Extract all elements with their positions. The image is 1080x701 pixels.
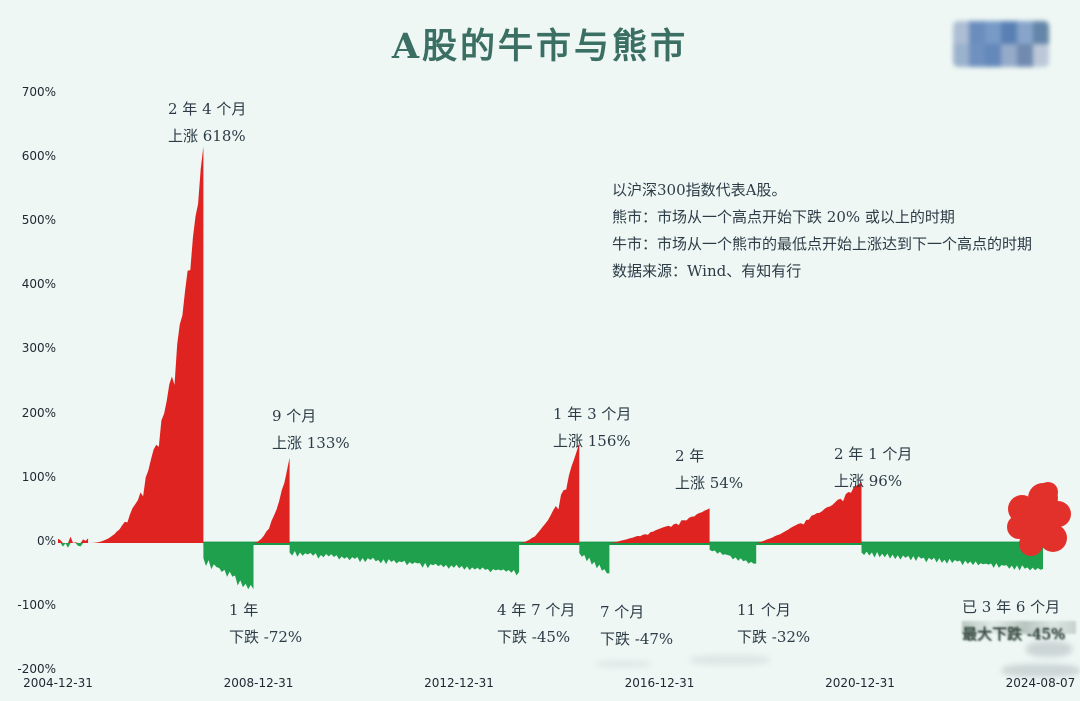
annotation-duration: 2 年 4 个月 bbox=[168, 100, 247, 118]
watermark-block bbox=[1001, 44, 1017, 67]
annotation-duration: 4 年 7 个月 bbox=[497, 601, 576, 619]
watermark-block bbox=[953, 21, 969, 44]
annotation-duration: 7 个月 bbox=[600, 603, 645, 621]
y-tick-label: 500% bbox=[21, 213, 56, 227]
watermark-block bbox=[985, 21, 1001, 44]
note-data-source: 数据来源：Wind、有知有行 bbox=[612, 262, 802, 280]
annotation-change: 最大下跌 -45% bbox=[962, 625, 1066, 643]
annotation-bull-54: 2 年 上涨 54% bbox=[675, 443, 743, 497]
watermark-smudge bbox=[596, 660, 651, 668]
y-tick-label: -100% bbox=[17, 598, 56, 613]
annotation-duration: 1 年 3 个月 bbox=[553, 405, 632, 423]
watermark-smudge bbox=[690, 655, 770, 665]
notes-block: 以沪深300指数代表A股。 熊市：市场从一个高点开始下跌 20% 或以上的时期 … bbox=[612, 180, 1032, 288]
x-tick-label: 2020-12-31 bbox=[825, 676, 895, 690]
annotation-duration: 11 个月 bbox=[737, 601, 791, 619]
annotation-bull-156: 1 年 3 个月 上涨 156% bbox=[553, 401, 631, 455]
x-tick-label: 2004-12-31 bbox=[23, 676, 93, 690]
annotation-duration: 9 个月 bbox=[272, 407, 317, 425]
y-tick-label: 600% bbox=[21, 148, 56, 163]
annotation-change: 上涨 54% bbox=[675, 474, 744, 492]
note-index-definition: 以沪深300指数代表A股。 bbox=[612, 181, 787, 199]
pixelated-watermark-logo bbox=[953, 21, 1049, 67]
y-tick-label: 700% bbox=[21, 84, 56, 99]
watermark-block bbox=[1033, 44, 1049, 67]
watermark-smudge bbox=[1002, 664, 1080, 677]
x-tick-label: 2016-12-31 bbox=[624, 676, 695, 690]
annotation-bear-32: 11 个月 下跌 -32% bbox=[737, 597, 810, 651]
watermark-block bbox=[1033, 21, 1049, 44]
y-tick-label: 100% bbox=[21, 469, 56, 484]
annotation-bear-current: 已 3 年 6 个月 最大下跌 -45% bbox=[962, 594, 1065, 648]
x-tick-label: 2024-08-07 bbox=[1005, 676, 1076, 690]
watermark-block bbox=[1017, 44, 1033, 67]
watermark-block bbox=[985, 44, 1001, 67]
y-tick-label: -200% bbox=[17, 662, 56, 677]
annotation-change: 上涨 618% bbox=[168, 127, 246, 145]
watermark-block bbox=[969, 21, 985, 44]
annotation-bear-45: 4 年 7 个月 下跌 -45% bbox=[497, 597, 575, 651]
annotation-change: 下跌 -47% bbox=[600, 630, 674, 648]
x-tick-label: 2008-12-31 bbox=[223, 676, 294, 690]
annotation-bull-96: 2 年 1 个月 上涨 96% bbox=[834, 441, 912, 495]
page-title: A股的牛市与熊市 bbox=[391, 26, 689, 67]
annotation-change: 上涨 96% bbox=[834, 472, 903, 490]
note-bear-definition: 熊市：市场从一个高点开始下跌 20% 或以上的时期 bbox=[612, 208, 955, 226]
y-tick-label: 200% bbox=[21, 405, 56, 420]
annotation-change: 下跌 -32% bbox=[737, 628, 811, 646]
annotation-change: 上涨 156% bbox=[553, 432, 631, 450]
y-tick-label: 400% bbox=[21, 277, 56, 292]
watermark-smudge bbox=[1026, 641, 1072, 657]
annotation-duration: 已 3 年 6 个月 bbox=[962, 598, 1061, 616]
note-bull-definition: 牛市：市场从一个熊市的最低点开始上涨达到下一个高点的时期 bbox=[612, 235, 1033, 253]
annotation-duration: 1 年 bbox=[229, 601, 259, 619]
annotation-change: 下跌 -45% bbox=[497, 628, 571, 646]
annotation-duration: 2 年 1 个月 bbox=[834, 445, 913, 463]
annotation-bull-133: 9 个月 上涨 133% bbox=[272, 403, 350, 457]
annotation-change: 上涨 133% bbox=[272, 434, 350, 452]
watermark-block bbox=[969, 44, 985, 67]
y-tick-label: 300% bbox=[21, 341, 56, 356]
annotation-bear-47: 7 个月 下跌 -47% bbox=[600, 599, 673, 653]
x-tick-label: 2012-12-31 bbox=[424, 676, 494, 690]
watermark-block bbox=[1001, 21, 1017, 44]
annotation-change: 下跌 -72% bbox=[229, 628, 303, 646]
red-scribble-annotation bbox=[1007, 482, 1071, 556]
smudge-over-annotation bbox=[962, 621, 1076, 634]
annotation-bull-618: 2 年 4 个月 上涨 618% bbox=[168, 96, 246, 150]
annotation-duration: 2 年 bbox=[675, 447, 705, 465]
annotation-bear-72: 1 年 下跌 -72% bbox=[229, 597, 302, 651]
bull-bear-area-series bbox=[58, 146, 1043, 590]
watermark-block bbox=[953, 44, 969, 67]
y-tick-label: 0% bbox=[36, 534, 56, 548]
watermark-block bbox=[1017, 21, 1033, 44]
